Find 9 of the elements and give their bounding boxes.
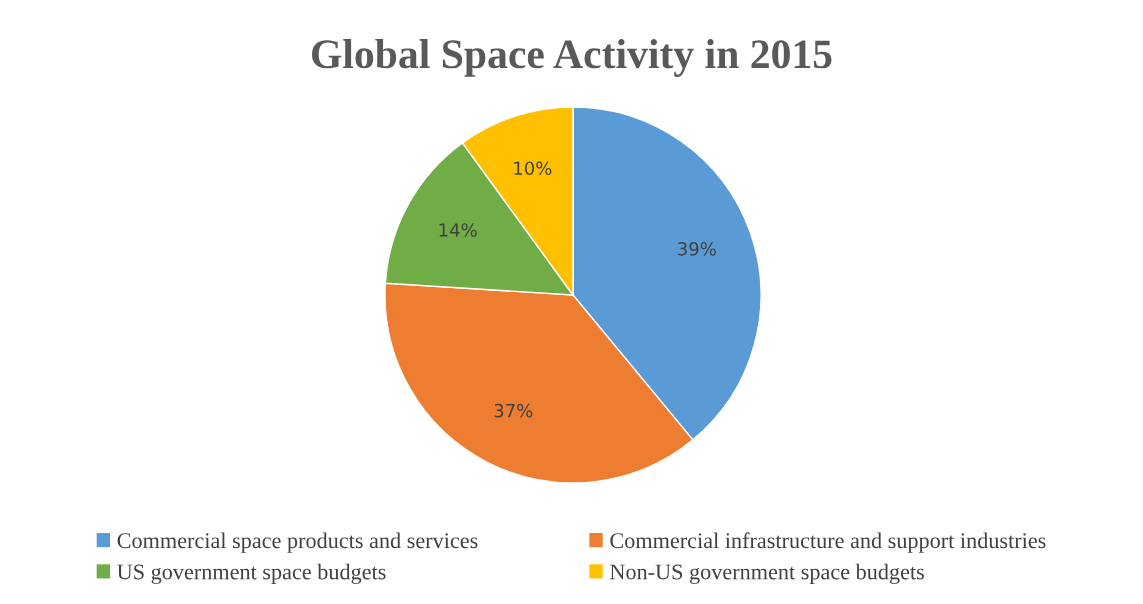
data-label: 37% <box>494 403 533 418</box>
legend-label: US government space budgets <box>117 563 386 584</box>
legend-label: Non-US government space budgets <box>610 563 924 584</box>
data-label: 14% <box>439 223 477 237</box>
legend-label: Commercial space products and services <box>117 532 478 553</box>
data-label: 39% <box>678 242 716 256</box>
data-label: 10% <box>514 161 552 176</box>
legend-label: Commercial infrastructure and support industries <box>610 532 1046 553</box>
chart-title: Global Space Activity in 2015 <box>311 39 832 77</box>
